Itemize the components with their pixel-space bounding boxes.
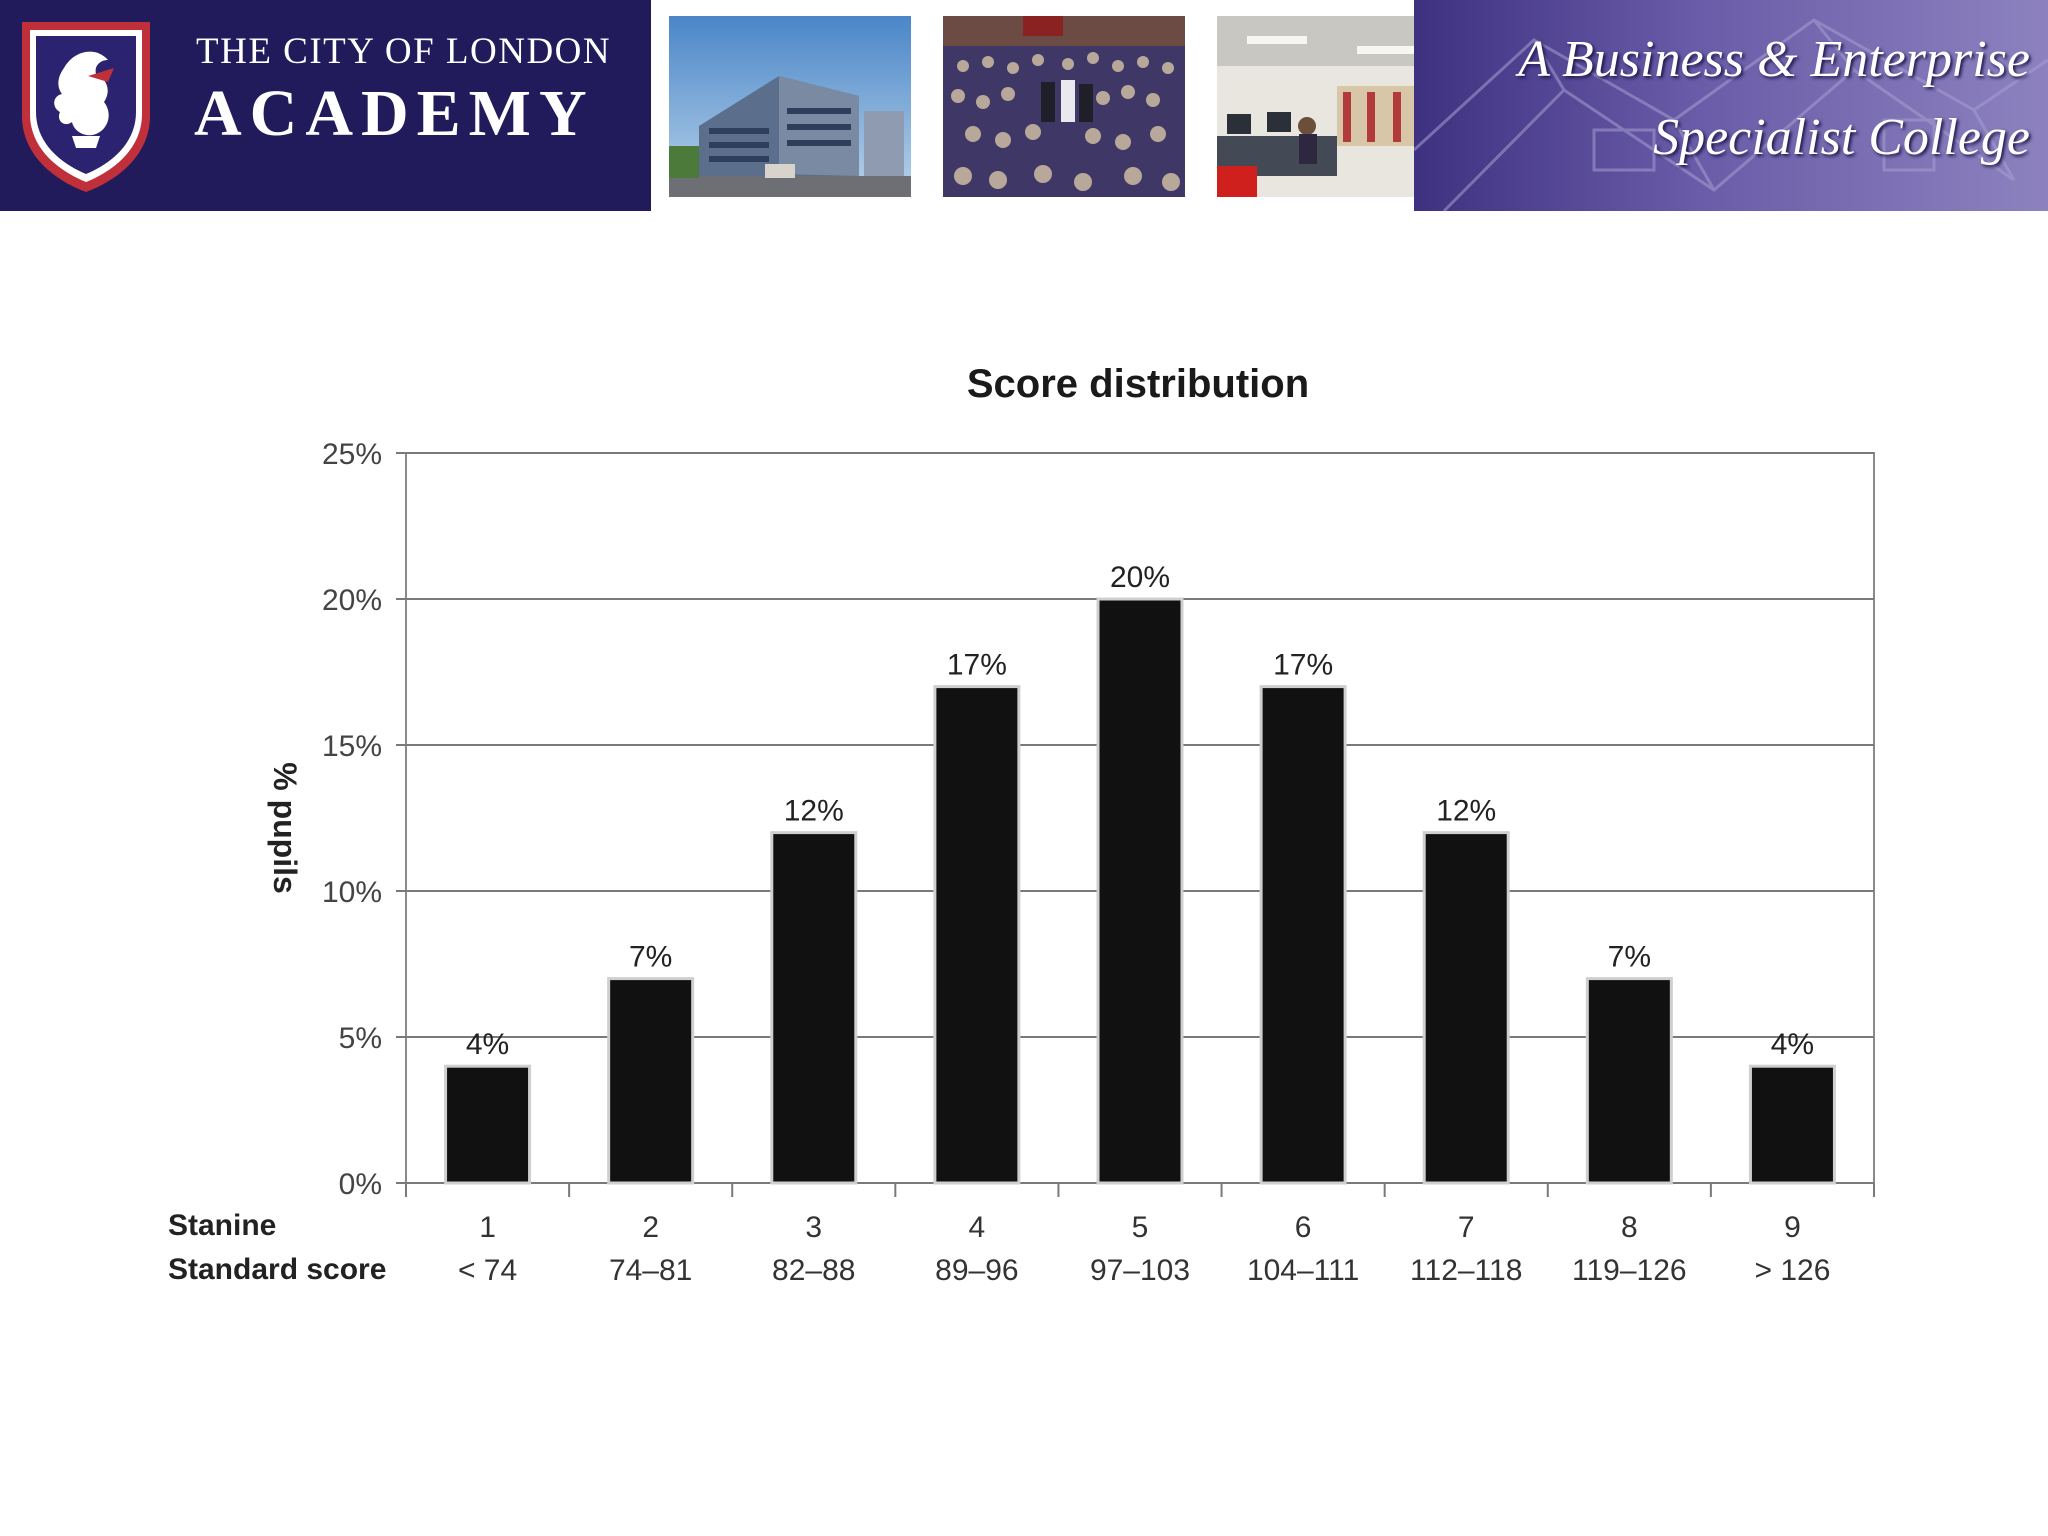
school-name-line2: ACADEMY [194, 77, 595, 150]
standard-score-label: 119–126 [1572, 1254, 1687, 1287]
data-label: 4% [1771, 1028, 1814, 1061]
students-assembly-photo [943, 16, 1185, 197]
brand-block: THE CITY OF LONDON ACADEMY [0, 0, 651, 211]
bar [1096, 597, 1184, 1185]
y-tick-label: 20% [322, 584, 382, 617]
stanine-label: 9 [1784, 1211, 1801, 1244]
data-label: 12% [1436, 795, 1496, 828]
standard-score-row-title: Standard score [168, 1253, 386, 1286]
bar [933, 685, 1021, 1185]
data-label: 7% [629, 941, 672, 974]
data-label: 17% [947, 649, 1007, 682]
stanine-label: 2 [642, 1211, 659, 1244]
standard-score-label: 104–111 [1247, 1254, 1359, 1287]
y-tick-label: 5% [339, 1022, 382, 1055]
bar [444, 1064, 532, 1185]
stanine-row-title: Stanine [168, 1209, 276, 1242]
architecture-watermark-icon [1414, 18, 2048, 211]
data-label: 12% [784, 795, 844, 828]
tagline-block: A Business & Enterprise Specialist Colle… [1414, 0, 2048, 211]
school-building-photo [669, 16, 911, 197]
bar [770, 831, 858, 1185]
y-tick-label: 10% [322, 876, 382, 909]
bar [1748, 1064, 1836, 1185]
stanine-label: 7 [1458, 1211, 1475, 1244]
stanine-label: 1 [479, 1211, 496, 1244]
tagline-line1: A Business & Enterprise [1518, 31, 2030, 88]
stanine-label: 6 [1295, 1211, 1312, 1244]
standard-score-label: 97–103 [1090, 1254, 1190, 1287]
bar [1259, 685, 1347, 1185]
standard-score-label: > 126 [1754, 1254, 1830, 1287]
y-tick-label: 25% [322, 438, 382, 471]
data-label: 17% [1273, 649, 1333, 682]
header-banner: THE CITY OF LONDON ACADEMY [0, 0, 2048, 211]
chart-title: Score distribution [966, 362, 1310, 406]
standard-score-label: 74–81 [609, 1254, 692, 1287]
standard-score-label: 112–118 [1410, 1254, 1522, 1287]
stanine-label: 4 [969, 1211, 986, 1244]
data-label: 7% [1608, 941, 1651, 974]
y-tick-label: 0% [339, 1168, 382, 1201]
data-label: 20% [1110, 561, 1170, 594]
bar [1422, 831, 1510, 1185]
standard-score-label: 82–88 [772, 1254, 855, 1287]
standard-score-label: 89–96 [935, 1254, 1018, 1287]
school-crest-icon [22, 22, 150, 192]
y-axis-title: % pupils [267, 762, 303, 894]
tagline-line2: Specialist College [1653, 109, 2030, 166]
bar [1585, 977, 1673, 1185]
stanine-label: 8 [1621, 1211, 1638, 1244]
data-label: 4% [466, 1028, 509, 1061]
stanine-label: 3 [805, 1211, 822, 1244]
bar [607, 977, 695, 1185]
school-name-line1: THE CITY OF LONDON [196, 31, 612, 72]
stanine-label: 5 [1132, 1211, 1149, 1244]
standard-score-label: < 74 [458, 1254, 517, 1287]
y-tick-label: 15% [322, 730, 382, 763]
